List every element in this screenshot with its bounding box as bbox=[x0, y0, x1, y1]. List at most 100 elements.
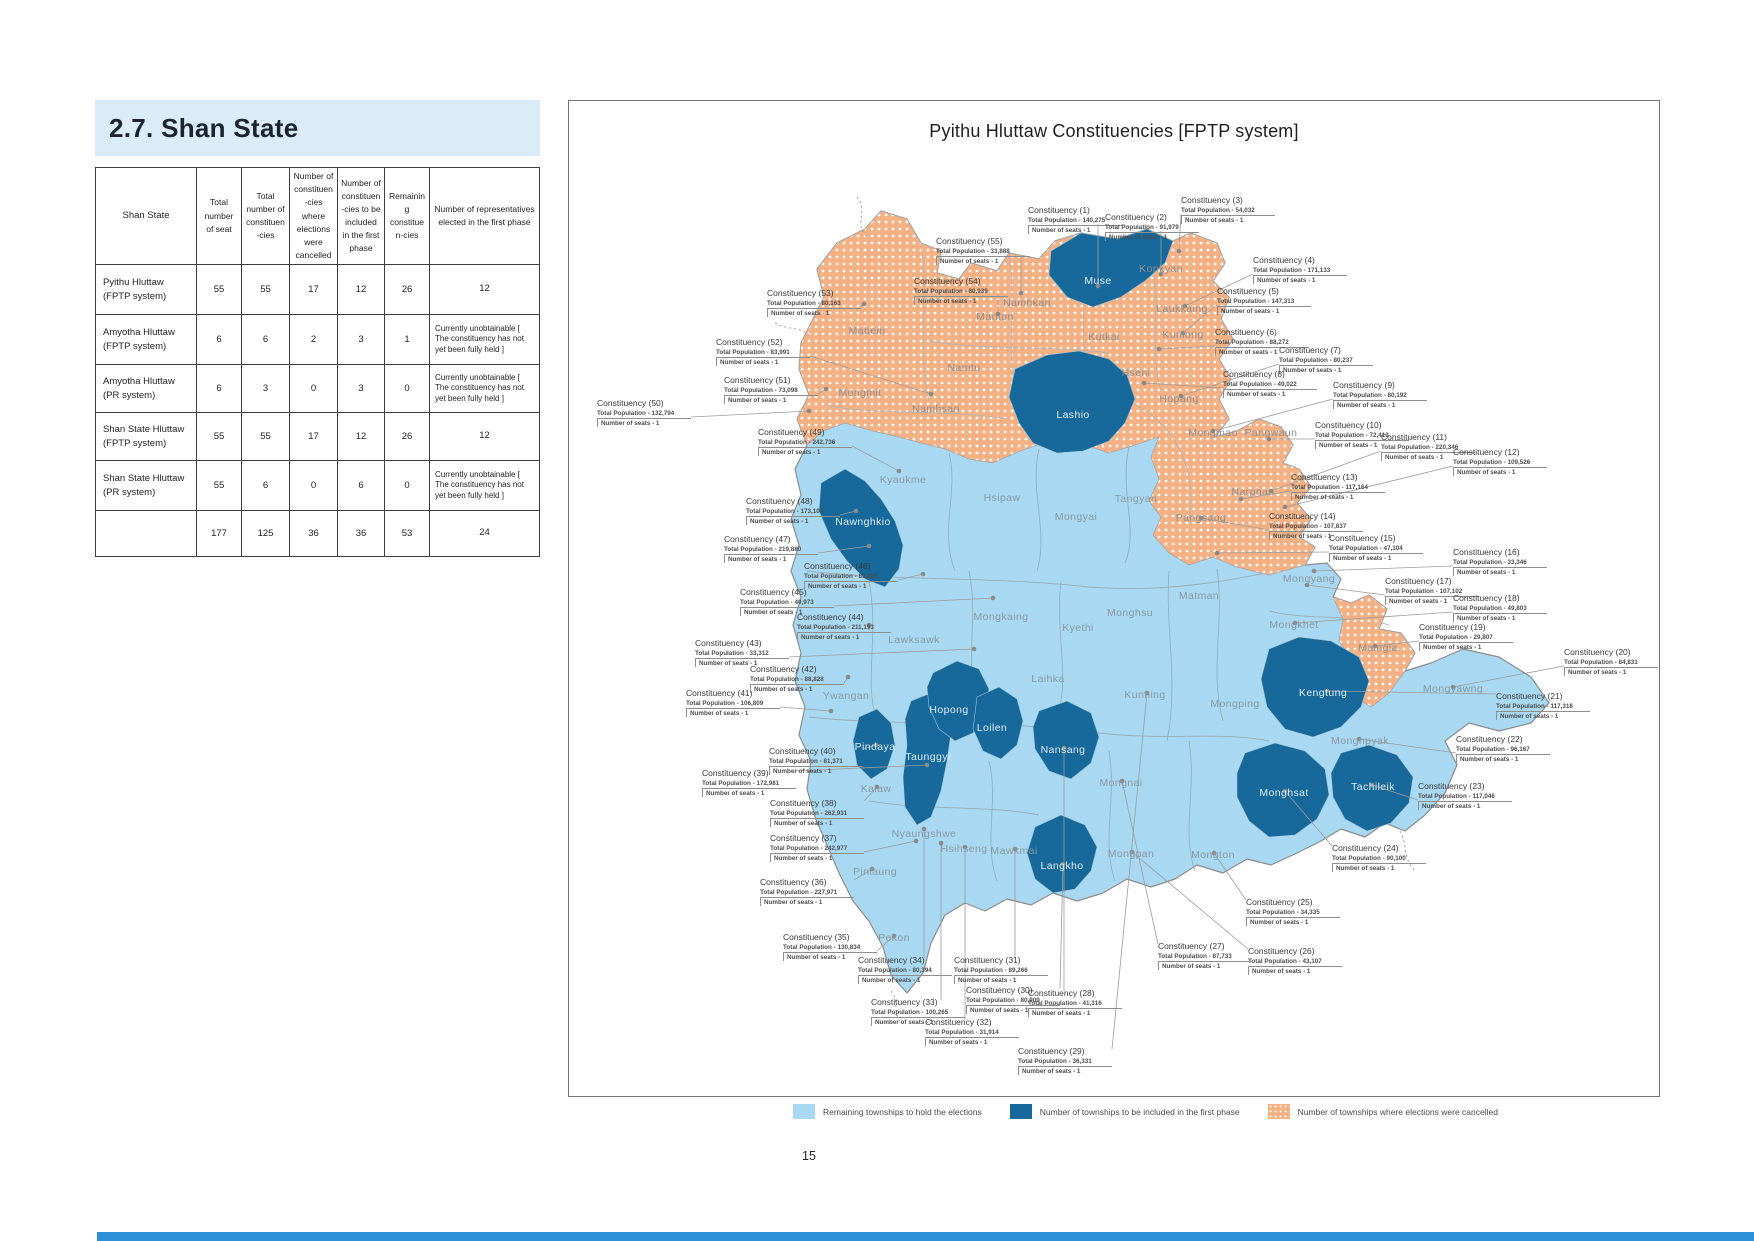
constituency-callout: Constituency (18) Total Population - 49,8… bbox=[1453, 593, 1547, 623]
constituency-population: Total Population - 49,803 bbox=[1453, 605, 1547, 615]
anchor-dot bbox=[1156, 346, 1162, 352]
anchor-dot bbox=[823, 386, 829, 392]
constituency-number: Constituency (7) bbox=[1279, 345, 1341, 355]
region-loilen bbox=[972, 686, 1024, 760]
township-label: Narphan bbox=[1231, 486, 1275, 498]
constituency-callout: Constituency (25) Total Population - 34,3… bbox=[1246, 897, 1340, 927]
legend-label: Remaining townships to hold the election… bbox=[823, 1106, 982, 1117]
township-label: Nyaungshwe bbox=[891, 828, 957, 840]
constituency-number: Constituency (32) bbox=[925, 1017, 992, 1027]
constituency-seats: Number of seats - 1 bbox=[804, 582, 878, 591]
constituency-seats: Number of seats - 1 bbox=[702, 789, 776, 798]
constituency-population: Total Population - 80,192 bbox=[1333, 392, 1427, 402]
shan-state-map bbox=[690, 196, 1565, 1050]
constituency-callout: Constituency (7) Total Population - 80,23… bbox=[1279, 345, 1373, 375]
leader-line bbox=[1240, 490, 1292, 500]
region-muse bbox=[1048, 228, 1174, 308]
constituency-callout: Constituency (29) Total Population - 36,3… bbox=[1018, 1046, 1112, 1076]
township-label: Loilen bbox=[976, 722, 1008, 734]
township-label: Mongyang bbox=[1282, 573, 1336, 585]
table-cell: 55 bbox=[196, 264, 242, 316]
anchor-dot bbox=[866, 622, 872, 628]
constituency-number: Constituency (46) bbox=[804, 561, 871, 571]
constituency-number: Constituency (49) bbox=[758, 427, 825, 437]
constituency-population: Total Population - 33,888 bbox=[936, 248, 1030, 258]
anchor-dot bbox=[938, 840, 944, 846]
constituency-population: Total Population - 83,991 bbox=[716, 349, 810, 359]
constituency-seats: Number of seats - 1 bbox=[1453, 468, 1527, 477]
table-cell: 12 bbox=[337, 264, 385, 316]
constituency-callout: Constituency (43) Total Population - 33,3… bbox=[695, 638, 789, 668]
township-label: Mabein bbox=[848, 325, 886, 337]
constituency-population: Total Population - 81,371 bbox=[769, 758, 863, 768]
constituency-number: Constituency (47) bbox=[724, 534, 791, 544]
anchor-dot bbox=[1292, 620, 1298, 626]
constituency-population: Total Population - 91,979 bbox=[1105, 224, 1199, 234]
township-label: Tachileik bbox=[1351, 781, 1395, 793]
anchor-dot bbox=[1356, 736, 1362, 742]
constituency-callout: Constituency (37) Total Population - 242,… bbox=[770, 833, 864, 863]
table-cell: 1 bbox=[384, 314, 430, 366]
leader-line bbox=[1284, 465, 1454, 508]
table-header-cell: Remaining constituen-cies bbox=[384, 166, 430, 266]
constituency-population: Total Population - 147,313 bbox=[1217, 298, 1311, 308]
table-cell: Currently unobtainable [ The constituenc… bbox=[429, 364, 540, 414]
anchor-dot bbox=[1182, 303, 1188, 309]
township-label: Nawnghkio bbox=[835, 516, 891, 528]
township-label: Tangyan bbox=[1114, 493, 1158, 505]
table-row-label bbox=[95, 510, 197, 558]
constituency-callout: Constituency (13) Total Population - 117,… bbox=[1291, 472, 1385, 502]
region-nawnghkio bbox=[818, 468, 904, 588]
constituency-population: Total Population - 130,834 bbox=[783, 944, 877, 954]
constituency-seats: Number of seats - 1 bbox=[1329, 554, 1403, 563]
township-label: Manton bbox=[976, 311, 1014, 323]
anchor-dot bbox=[1198, 515, 1204, 521]
constituency-number: Constituency (16) bbox=[1453, 547, 1520, 557]
table-cell: 2 bbox=[289, 314, 338, 366]
constituency-callout: Constituency (47) Total Population - 219,… bbox=[724, 534, 818, 564]
table-cell: 17 bbox=[289, 412, 338, 462]
constituency-population: Total Population - 242,977 bbox=[770, 845, 864, 855]
constituency-population: Total Population - 220,346 bbox=[1381, 444, 1475, 454]
township-label: Hopong bbox=[929, 704, 969, 716]
constituency-population: Total Population - 80,394 bbox=[858, 967, 952, 977]
constituency-population: Total Population - 242,736 bbox=[758, 439, 852, 449]
township-label: Monghpyak bbox=[1331, 735, 1389, 747]
anchor-dot bbox=[1268, 488, 1274, 494]
table-cell: 12 bbox=[429, 412, 540, 462]
township-label: Laukkaing bbox=[1156, 303, 1208, 315]
leader-line bbox=[1213, 852, 1247, 901]
table-cell: Currently unobtainable [ The constituenc… bbox=[429, 460, 540, 512]
township-label: Mongton bbox=[1191, 849, 1235, 861]
leader-line bbox=[1200, 517, 1270, 531]
constituency-number: Constituency (53) bbox=[767, 288, 834, 298]
township-label: Mawkmai bbox=[990, 845, 1038, 857]
constituency-seats: Number of seats - 1 bbox=[686, 709, 760, 718]
township-label: Mongnai bbox=[1099, 777, 1143, 789]
anchor-dot bbox=[928, 391, 934, 397]
constituency-population: Total Population - 107,837 bbox=[1269, 523, 1363, 533]
constituency-callout: Constituency (33) Total Population - 100,… bbox=[871, 997, 965, 1027]
table-row-label: Pyithu Hluttaw (FPTP system) bbox=[95, 264, 197, 316]
constituency-number: Constituency (54) bbox=[914, 276, 981, 286]
constituency-number: Constituency (45) bbox=[740, 587, 807, 597]
section-title-block: 2.7. Shan State bbox=[95, 100, 540, 156]
anchor-dot bbox=[1369, 782, 1375, 788]
township-label: Kengtung bbox=[1298, 687, 1348, 699]
anchor-dot bbox=[1095, 283, 1101, 289]
table-cell: 0 bbox=[384, 460, 430, 512]
anchor-dot bbox=[1372, 643, 1378, 649]
table-row: 177 125 36 36 53 24 bbox=[95, 510, 540, 558]
constituency-number: Constituency (5) bbox=[1217, 286, 1279, 296]
constituency-callout: Constituency (10) Total Population - 72,4… bbox=[1315, 420, 1409, 450]
township-label: Pinlaung bbox=[852, 866, 898, 878]
leader-line bbox=[1212, 398, 1334, 432]
township-label: Pangwaun bbox=[1244, 427, 1298, 439]
township-label: Hopang bbox=[1159, 393, 1199, 405]
anchor-dot bbox=[869, 866, 875, 872]
constituency-callout: Constituency (17) Total Population - 107,… bbox=[1385, 576, 1479, 606]
map-legend: Remaining townships to hold the election… bbox=[793, 1104, 1498, 1119]
anchor-dot bbox=[1450, 684, 1456, 690]
township-label: Konkyan bbox=[1139, 263, 1183, 275]
constituency-callout: Constituency (24) Total Population - 90,1… bbox=[1332, 843, 1426, 873]
